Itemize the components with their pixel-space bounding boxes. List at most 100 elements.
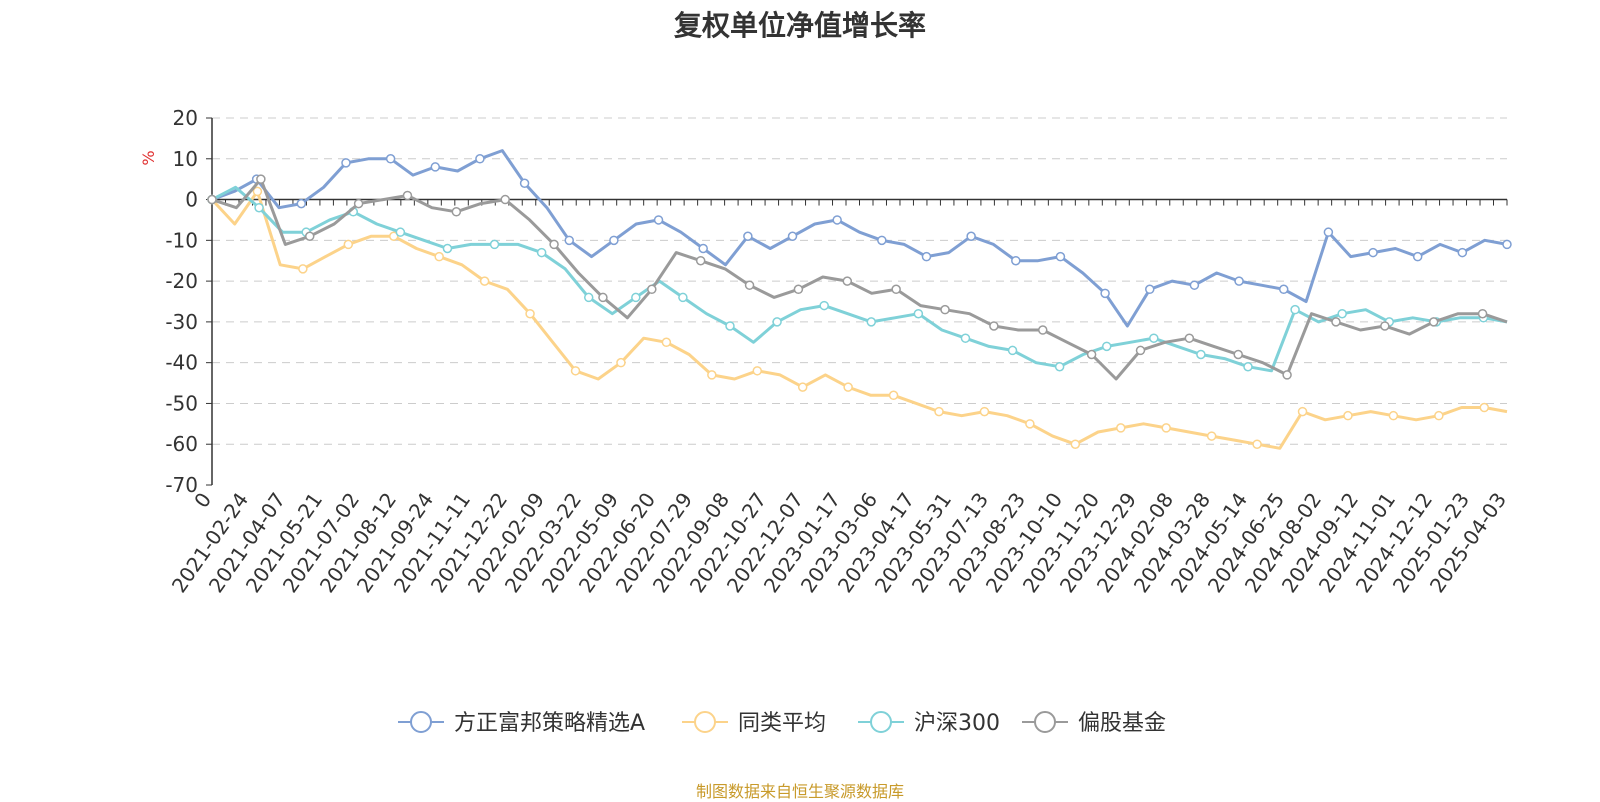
series-marker-3: [395, 227, 406, 237]
series-marker-1: [1323, 227, 1334, 237]
series-marker-2: [479, 276, 490, 286]
series-marker-1: [832, 215, 842, 225]
series-marker-4: [891, 284, 901, 295]
y-tick-label: -40: [165, 351, 198, 375]
series-marker-2: [434, 251, 444, 262]
series-marker-2: [1479, 402, 1490, 413]
series-marker-1: [743, 231, 753, 242]
series-marker-2: [1388, 410, 1399, 421]
legend-marker: [694, 711, 716, 733]
legend-marker: [410, 711, 432, 733]
series-marker-4: [451, 207, 462, 217]
series-marker-2: [343, 239, 354, 250]
series-marker-2: [888, 390, 899, 401]
series-marker-3: [254, 202, 264, 213]
series-marker-3: [1101, 341, 1112, 352]
series-marker-2: [934, 406, 944, 417]
series-marker-2: [298, 264, 308, 274]
series-marker-2: [797, 382, 808, 392]
y-tick-label: -60: [165, 432, 198, 456]
series-marker-4: [1428, 317, 1439, 327]
series-marker-4: [304, 231, 315, 242]
series-marker-4: [940, 304, 950, 315]
series-marker-4: [1184, 333, 1195, 343]
series-marker-3: [866, 317, 877, 327]
legend-marker: [870, 711, 892, 733]
legend-label: 方正富邦策略精选A: [454, 711, 645, 736]
series-line-4: [211, 177, 1508, 381]
series-marker-4: [256, 174, 266, 184]
y-tick-label: -50: [165, 391, 198, 415]
series-marker-1: [475, 154, 485, 164]
series-marker-4: [793, 284, 804, 295]
y-tick-label: 0: [185, 188, 198, 212]
series-marker-1: [653, 215, 664, 225]
series-marker-3: [536, 247, 547, 258]
y-tick-label: -30: [165, 310, 198, 334]
series-marker-2: [1070, 439, 1081, 449]
series-marker-2: [1297, 406, 1308, 417]
series-marker-1: [609, 235, 619, 246]
series-marker-3: [489, 239, 500, 250]
series-marker-1: [1055, 251, 1066, 262]
series-marker-2: [843, 382, 853, 392]
series-marker-4: [647, 284, 657, 295]
series-marker-3: [1007, 345, 1018, 356]
series-marker-2: [707, 370, 717, 380]
series-marker-1: [1278, 284, 1289, 295]
series-marker-1: [1189, 280, 1200, 290]
series-marker-1: [519, 178, 530, 188]
series-marker-4: [1282, 370, 1292, 380]
series-marker-2: [1206, 431, 1217, 441]
series-marker-2: [616, 357, 626, 368]
series-marker-4: [1086, 349, 1097, 360]
series-marker-2: [1116, 423, 1126, 433]
series-marker-3: [1337, 308, 1347, 319]
series-marker-1: [966, 231, 976, 242]
series-marker-1: [787, 231, 798, 242]
series-marker-3: [819, 300, 829, 311]
y-tick-label: 20: [173, 106, 198, 130]
series-marker-4: [1233, 349, 1243, 360]
series-marker-1: [921, 251, 932, 262]
y-tick-label: -10: [165, 228, 198, 252]
series-marker-3: [960, 333, 971, 343]
series-marker-4: [842, 276, 853, 286]
series-marker-2: [252, 186, 263, 197]
series-marker-1: [564, 235, 574, 246]
series-marker-3: [631, 292, 641, 303]
series-marker-2: [1343, 410, 1353, 421]
series-marker-3: [1196, 349, 1206, 360]
series-marker-1: [296, 198, 307, 209]
series-marker-2: [979, 406, 990, 417]
series-marker-1: [1457, 247, 1468, 258]
series-marker-4: [1380, 321, 1390, 331]
series-marker-3: [1054, 361, 1065, 372]
series-marker-1: [341, 158, 351, 168]
series-marker-4: [695, 255, 706, 266]
series-marker-3: [442, 243, 453, 254]
series-marker-4: [402, 190, 413, 201]
legend-label: 沪深300: [914, 711, 1000, 736]
series-marker-4: [1477, 308, 1488, 319]
series-marker-4: [353, 198, 364, 209]
series-marker-4: [989, 321, 999, 331]
series-line-2: [210, 189, 1508, 450]
x-tick-label: 0: [189, 488, 216, 512]
series-marker-2: [570, 366, 581, 376]
series-marker-3: [772, 317, 782, 327]
series-line-3: [211, 185, 1508, 373]
series-marker-1: [1412, 251, 1423, 262]
series-marker-4: [1038, 325, 1048, 335]
series-marker-4: [549, 239, 559, 250]
y-tick-label: -70: [165, 473, 198, 497]
legend-label: 同类平均: [738, 711, 826, 736]
series-marker-4: [598, 292, 608, 303]
series-marker-1: [1368, 247, 1378, 258]
series-marker-2: [1025, 419, 1035, 429]
series-marker-4: [500, 194, 510, 205]
series-marker-2: [1434, 410, 1444, 421]
series-marker-1: [1100, 288, 1110, 299]
series-marker-1: [1234, 276, 1244, 286]
